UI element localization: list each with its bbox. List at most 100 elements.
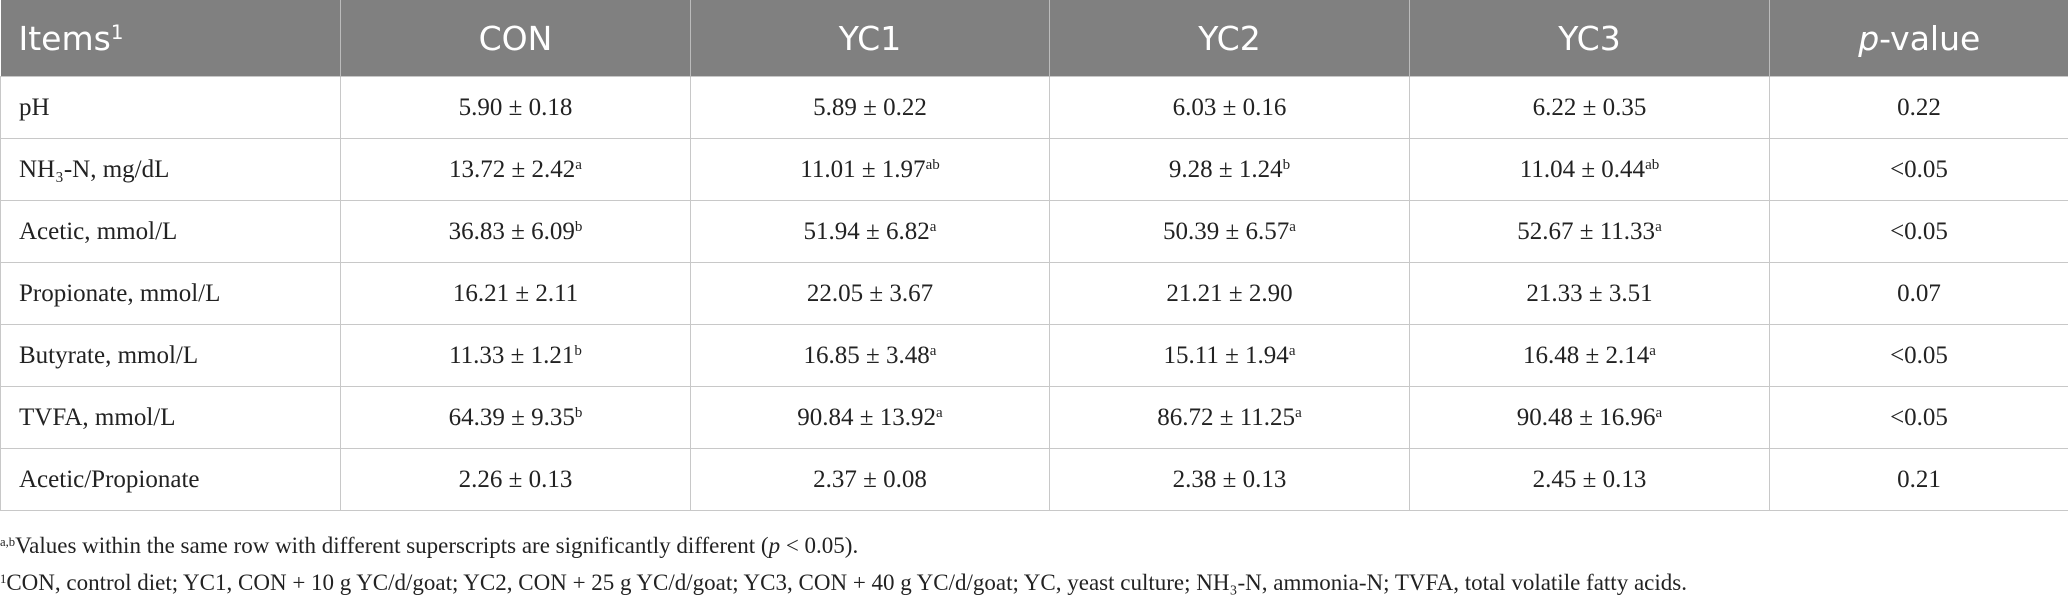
value-cell: 36.83 ± 6.09b	[340, 200, 691, 263]
footnote-text: p	[768, 533, 781, 558]
header-cell: CON	[340, 0, 691, 77]
superscript: a	[1288, 342, 1296, 359]
value-text: 11.01 ± 1.97	[800, 155, 926, 183]
value-cell: 5.90 ± 0.18	[340, 76, 691, 139]
item-cell: Acetic, mmol/L	[0, 200, 341, 263]
superscript: b	[1282, 156, 1291, 173]
value-cell: 11.04 ± 0.44ab	[1409, 138, 1770, 201]
superscript: ab	[1645, 156, 1660, 173]
footnote-text: CON, control diet; YC1, CON + 10 g YC/d/…	[6, 570, 1687, 595]
value-cell: 21.21 ± 2.90	[1049, 262, 1410, 325]
value-cell: 15.11 ± 1.94a	[1049, 324, 1410, 387]
value-cell: 2.45 ± 0.13	[1409, 448, 1770, 511]
value-text: 52.67 ± 11.33	[1517, 217, 1656, 245]
value-text: 2.45 ± 0.13	[1532, 465, 1647, 493]
p-value-cell: 0.22	[1769, 76, 2068, 139]
superscript: a	[929, 218, 937, 235]
p-value-cell: <0.05	[1769, 386, 2068, 449]
value-text: 2.26 ± 0.13	[458, 465, 573, 493]
value-text: 9.28 ± 1.24	[1168, 155, 1283, 183]
header-footnote-mark: 1	[110, 20, 124, 44]
p-value-cell: 0.07	[1769, 262, 2068, 325]
value-cell: 13.72 ± 2.42a	[340, 138, 691, 201]
superscript: a	[575, 156, 582, 173]
header-cell: p-value	[1769, 0, 2068, 77]
data-table: Items1 CON YC1 YC2 YC3 p-value pH 5.90 ± 0.18 5…	[0, 0, 2068, 511]
superscript: b	[574, 218, 583, 235]
value-text: 6.22 ± 0.35	[1532, 93, 1647, 121]
value-text: 11.04 ± 0.44	[1519, 155, 1646, 183]
superscript: b	[574, 404, 583, 421]
item-cell: Propionate, mmol/L	[0, 262, 341, 325]
value-cell: 16.85 ± 3.48a	[690, 324, 1050, 387]
value-cell: 86.72 ± 11.25a	[1049, 386, 1410, 449]
table-row: Propionate, mmol/L 16.21 ± 2.11 22.05 ± 3.…	[0, 262, 2068, 325]
value-text: 5.90 ± 0.18	[458, 93, 573, 121]
value-text: 21.33 ± 3.51	[1526, 279, 1653, 307]
p-value-cell: <0.05	[1769, 138, 2068, 201]
value-text: 16.21 ± 2.11	[452, 279, 579, 307]
superscript: a	[1295, 404, 1302, 421]
item-cell: TVFA, mmol/L	[0, 386, 341, 449]
table-row: NH₃-N, mg/dL 13.72 ± 2.42a 11.01 ± 1.97ab 9…	[0, 138, 2068, 201]
value-cell: 2.37 ± 0.08	[690, 448, 1050, 511]
value-cell: 90.84 ± 13.92a	[690, 386, 1050, 449]
value-text: 22.05 ± 3.67	[806, 279, 934, 307]
value-cell: 6.03 ± 0.16	[1049, 76, 1410, 139]
value-cell: 16.21 ± 2.11	[340, 262, 691, 325]
value-cell: 50.39 ± 6.57a	[1049, 200, 1410, 263]
table-row: Butyrate, mmol/L 11.33 ± 1.21b 16.85 ± 3.4…	[0, 324, 2068, 387]
value-text: 2.38 ± 0.13	[1172, 465, 1287, 493]
footnote-text: Values within the same row with differen…	[15, 533, 769, 558]
value-cell: 11.01 ± 1.97ab	[690, 138, 1050, 201]
header-cell: YC3	[1409, 0, 1770, 77]
value-cell: 22.05 ± 3.67	[690, 262, 1050, 325]
value-text: 13.72 ± 2.42	[449, 155, 576, 183]
value-cell: 9.28 ± 1.24b	[1049, 138, 1410, 201]
p-value-cell: <0.05	[1769, 324, 2068, 387]
footnote-text: < 0.05).	[780, 533, 859, 558]
item-cell: NH₃-N, mg/dL	[0, 138, 341, 201]
p-value-cell: 0.21	[1769, 448, 2068, 511]
superscript: a	[1655, 218, 1662, 235]
superscript: a	[929, 342, 937, 359]
value-text: 90.84 ± 13.92	[797, 403, 937, 431]
header-cell: YC1	[690, 0, 1050, 77]
value-cell: 11.33 ± 1.21b	[340, 324, 691, 387]
value-text: 11.33 ± 1.21	[449, 341, 575, 369]
item-cell: Acetic/Propionate	[0, 448, 341, 511]
value-text: 64.39 ± 9.35	[448, 403, 575, 431]
footnote-mark: 1	[0, 572, 7, 587]
footnote-mark: a,b	[0, 535, 16, 550]
header-text: Items	[18, 18, 111, 58]
item-cell: Butyrate, mmol/L	[0, 324, 341, 387]
superscript: a	[1655, 404, 1663, 421]
value-text: 21.21 ± 2.90	[1166, 279, 1293, 307]
value-text: 90.48 ± 16.96	[1516, 403, 1656, 431]
table-row: pH 5.90 ± 0.18 5.89 ± 0.22 6.03 ± 0.16 6.22 …	[0, 76, 2068, 139]
header-cell: Items1	[0, 0, 341, 77]
table-body: pH 5.90 ± 0.18 5.89 ± 0.22 6.03 ± 0.16 6.22 …	[0, 76, 2068, 511]
value-text: 16.85 ± 3.48	[803, 341, 930, 369]
value-cell: 5.89 ± 0.22	[690, 76, 1050, 139]
value-cell: 21.33 ± 3.51	[1409, 262, 1770, 325]
header-italic: p	[1858, 18, 1880, 58]
superscript: b	[574, 342, 582, 359]
value-cell: 51.94 ± 6.82a	[690, 200, 1050, 263]
superscript: ab	[925, 156, 940, 173]
table-row: TVFA, mmol/L 64.39 ± 9.35b 90.84 ± 13.92a 8…	[0, 386, 2068, 449]
value-cell: 90.48 ± 16.96a	[1409, 386, 1770, 449]
value-cell: 6.22 ± 0.35	[1409, 76, 1770, 139]
header-text: -value	[1879, 18, 1981, 58]
value-text: 5.89 ± 0.22	[813, 93, 927, 121]
item-cell: pH	[0, 76, 341, 139]
table-row: Acetic, mmol/L 36.83 ± 6.09b 51.94 ± 6.82a…	[0, 200, 2068, 263]
value-cell: 52.67 ± 11.33a	[1409, 200, 1770, 263]
value-text: 16.48 ± 2.14	[1523, 341, 1650, 369]
value-text: 51.94 ± 6.82	[803, 217, 930, 245]
table-row: Acetic/Propionate 2.26 ± 0.13 2.37 ± 0.08 2…	[0, 448, 2068, 511]
value-cell: 16.48 ± 2.14a	[1409, 324, 1770, 387]
footnote: 1CON, control diet; YC1, CON + 10 g YC/d…	[0, 564, 2068, 601]
value-text: 86.72 ± 11.25	[1157, 403, 1296, 431]
